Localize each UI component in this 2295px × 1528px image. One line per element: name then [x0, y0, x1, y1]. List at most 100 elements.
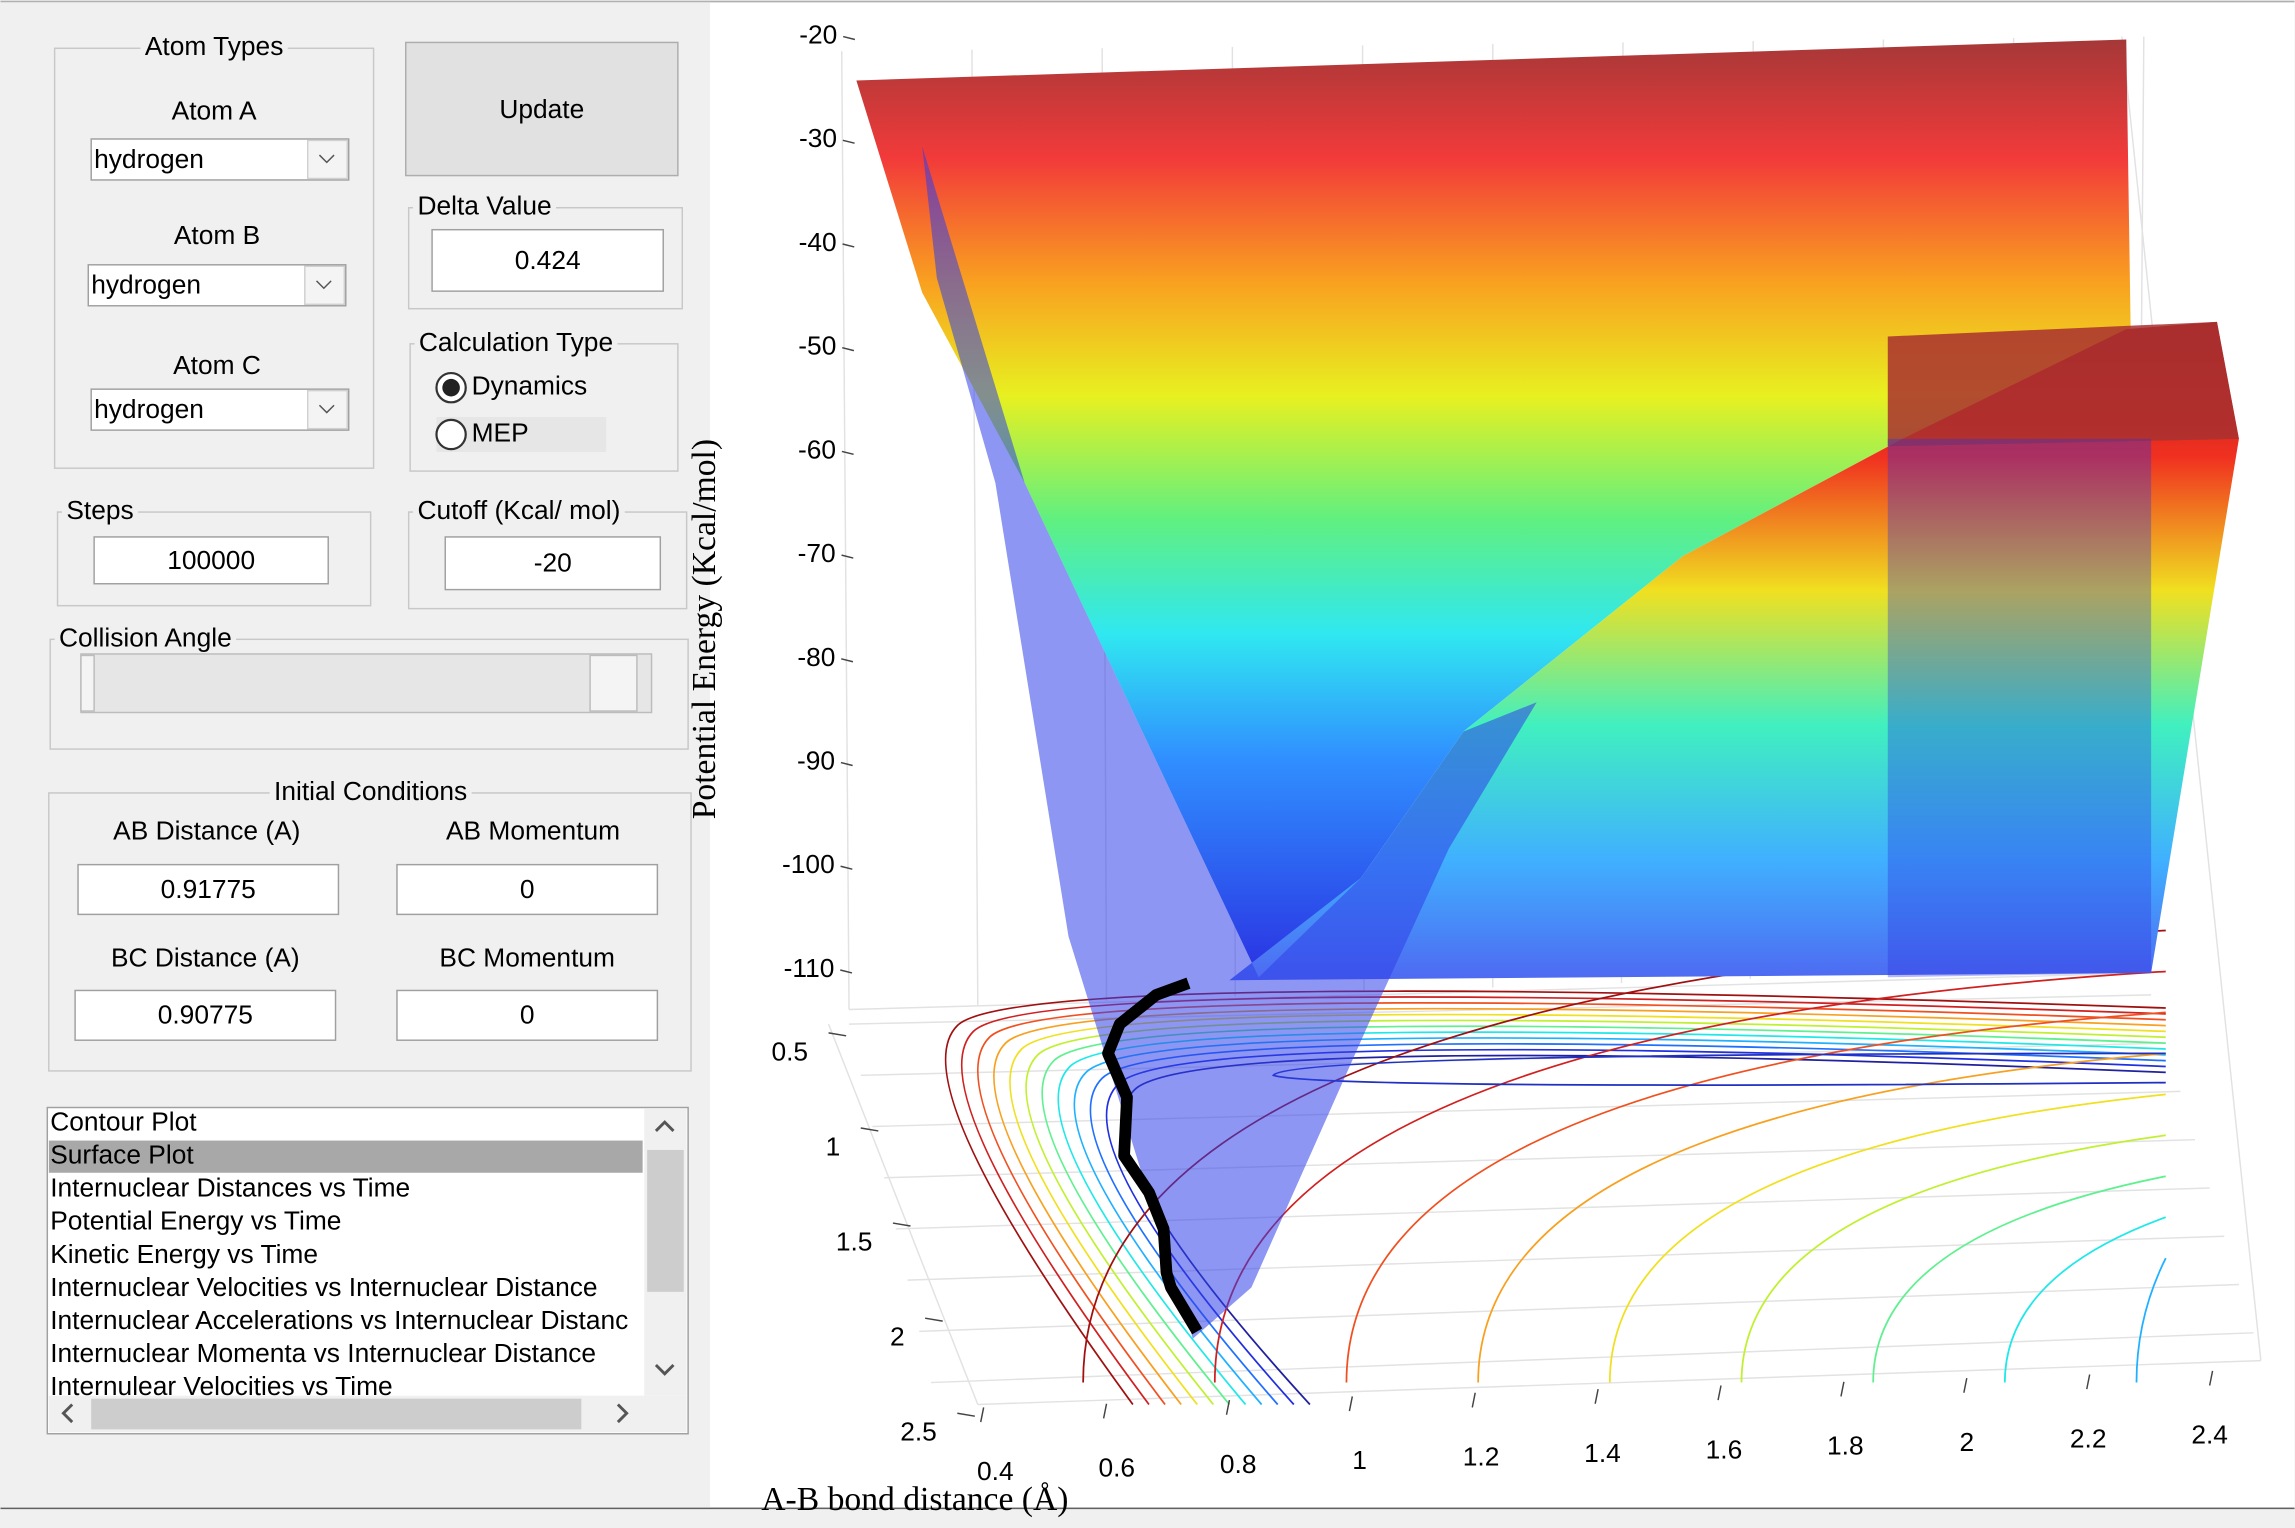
z-tick-label: -70: [798, 538, 836, 568]
cutoff-title: Cutoff (Kcal/ mol): [417, 495, 620, 525]
ab-distance-input[interactable]: [77, 863, 340, 916]
x-tick-label: 1.2: [1463, 1442, 1500, 1472]
v-scroll-thumb[interactable]: [647, 1149, 684, 1292]
atom-a-dropdown[interactable]: [90, 138, 350, 181]
x-tick: [2086, 1374, 2091, 1390]
radio-dot: [442, 378, 460, 397]
x-tick-label: 2.2: [2070, 1423, 2107, 1453]
x-tick: [1102, 1403, 1108, 1419]
atom-b-dropdown-arrow: [315, 280, 332, 290]
floor-grid-line: [895, 1187, 2210, 1230]
v-scroll-up[interactable]: [654, 1120, 675, 1132]
atom-c-dropdown-arrow-box[interactable]: [306, 389, 348, 430]
z-tick: [842, 243, 855, 248]
h-scroll-right[interactable]: [616, 1403, 629, 1424]
x-tick-label: 0.8: [1220, 1449, 1257, 1479]
delta-value-input[interactable]: [431, 228, 664, 292]
z-tick: [842, 139, 855, 144]
surface-ridge: [1229, 321, 2239, 981]
x-tick: [1225, 1399, 1231, 1415]
bc-momentum-input[interactable]: [396, 989, 659, 1041]
x-tick: [1963, 1378, 1968, 1393]
bc-momentum-label: BC Momentum: [439, 943, 615, 973]
y-tick: [828, 1032, 847, 1037]
list-item[interactable]: Internuclear Momenta vs Internuclear Dis…: [50, 1338, 596, 1368]
z-tick-label: -50: [798, 331, 836, 361]
list-item[interactable]: Kinetic Energy vs Time: [50, 1239, 318, 1269]
bc-distance-input[interactable]: [74, 989, 337, 1041]
calculation-type-title: Calculation Type: [419, 327, 613, 357]
list-item[interactable]: Potential Energy vs Time: [50, 1206, 341, 1236]
atom-types-title: Atom Types: [145, 31, 284, 61]
collision-angle-slider[interactable]: [80, 653, 653, 714]
ab-distance-input-value: 0.91775: [161, 874, 256, 904]
atom-c-label: Atom C: [173, 350, 261, 380]
cutoff-input[interactable]: [444, 536, 662, 591]
surface: [856, 39, 2239, 1339]
surface-valley: [922, 146, 1537, 1339]
back-grid-line: [840, 51, 850, 1010]
update-button[interactable]: [405, 41, 679, 177]
x-tick: [1471, 1392, 1476, 1408]
h-scroll-left[interactable]: [61, 1403, 74, 1424]
collision-angle-title: Collision Angle: [59, 622, 232, 652]
atom-b-dropdown[interactable]: [87, 264, 347, 307]
x-tick-label: 2.4: [2191, 1420, 2228, 1450]
contour-line: [2003, 1216, 2167, 1383]
z-tick-label: -110: [784, 953, 835, 983]
z-tick: [841, 658, 854, 663]
atom-b-dropdown-arrow-box[interactable]: [304, 265, 346, 306]
x-tick-label: 1: [1352, 1445, 1367, 1475]
contour-line: [1477, 1052, 2166, 1383]
steps-title: Steps: [66, 495, 133, 525]
radio-button[interactable]: [435, 418, 467, 451]
z-tick-label: -90: [797, 746, 835, 776]
cutoff-input-value: -20: [534, 548, 572, 578]
atom-b-dropdown-value: hydrogen: [91, 270, 201, 300]
atom-b-label: Atom B: [174, 220, 260, 250]
list-item[interactable]: Internuclear Distances vs Time: [50, 1173, 410, 1203]
contour-line: [944, 990, 2166, 1406]
axis-ticks: -20 -30 -40 -50 -60 -70 -80 -90 -100 -110 0.4 0.6 0.…: [771, 20, 2227, 1487]
y-tick-label: 1: [826, 1131, 841, 1161]
atom-types-title-bg: [140, 43, 288, 53]
ab-momentum-input-value: 0: [520, 874, 535, 904]
list-item[interactable]: Contour Plot: [50, 1107, 197, 1137]
list-item[interactable]: Surface Plot: [50, 1140, 194, 1170]
y-tick-label: 1.5: [836, 1227, 873, 1257]
z-tick-label: -40: [799, 227, 837, 257]
x-tick: [1348, 1396, 1354, 1412]
list-item[interactable]: Internulear Velocities vs Time: [50, 1371, 392, 1401]
z-tick-label: -80: [797, 642, 835, 672]
steps-input-value: 100000: [167, 545, 255, 575]
list-item[interactable]: Internuclear Velocities vs Internuclear …: [50, 1272, 597, 1302]
slider-left-cap[interactable]: [80, 654, 95, 712]
atom-a-dropdown-arrow-box[interactable]: [306, 139, 348, 180]
slider-thumb[interactable]: [589, 654, 638, 712]
z-tick: [841, 450, 854, 456]
y-tick: [892, 1222, 911, 1227]
trajectory: [1102, 977, 1203, 1335]
ab-momentum-input[interactable]: [396, 863, 659, 916]
bc-distance-label: BC Distance (A): [111, 943, 300, 973]
list-item[interactable]: Internuclear Accelerations vs Internucle…: [50, 1305, 628, 1335]
atom-c-dropdown[interactable]: [90, 388, 350, 431]
axis-edge: [827, 1023, 979, 1405]
control-panel: Atom Types Atom A hydrogen Atom B hydrogen At…: [46, 31, 692, 1435]
h-scroll-thumb[interactable]: [91, 1398, 582, 1430]
x-tick: [1594, 1388, 1599, 1404]
contour-line: [1740, 1134, 2166, 1383]
steps-input[interactable]: [93, 536, 329, 585]
contour-line: [1025, 1019, 2166, 1406]
z-tick-label: -20: [799, 20, 837, 50]
initial-conditions-title-bg: [269, 788, 472, 798]
x-tick-label: 1.4: [1584, 1438, 1621, 1468]
contour-line: [977, 1001, 2166, 1406]
v-scroll-down[interactable]: [654, 1363, 675, 1376]
cutoff-title-bg: [413, 507, 625, 517]
x-tick: [979, 1407, 985, 1423]
delta-value-input-value: 0.424: [515, 245, 581, 275]
initial-conditions-title: Initial Conditions: [274, 776, 467, 806]
x-tick-label: 0.4: [977, 1456, 1014, 1486]
ab-distance-label: AB Distance (A): [113, 815, 300, 845]
